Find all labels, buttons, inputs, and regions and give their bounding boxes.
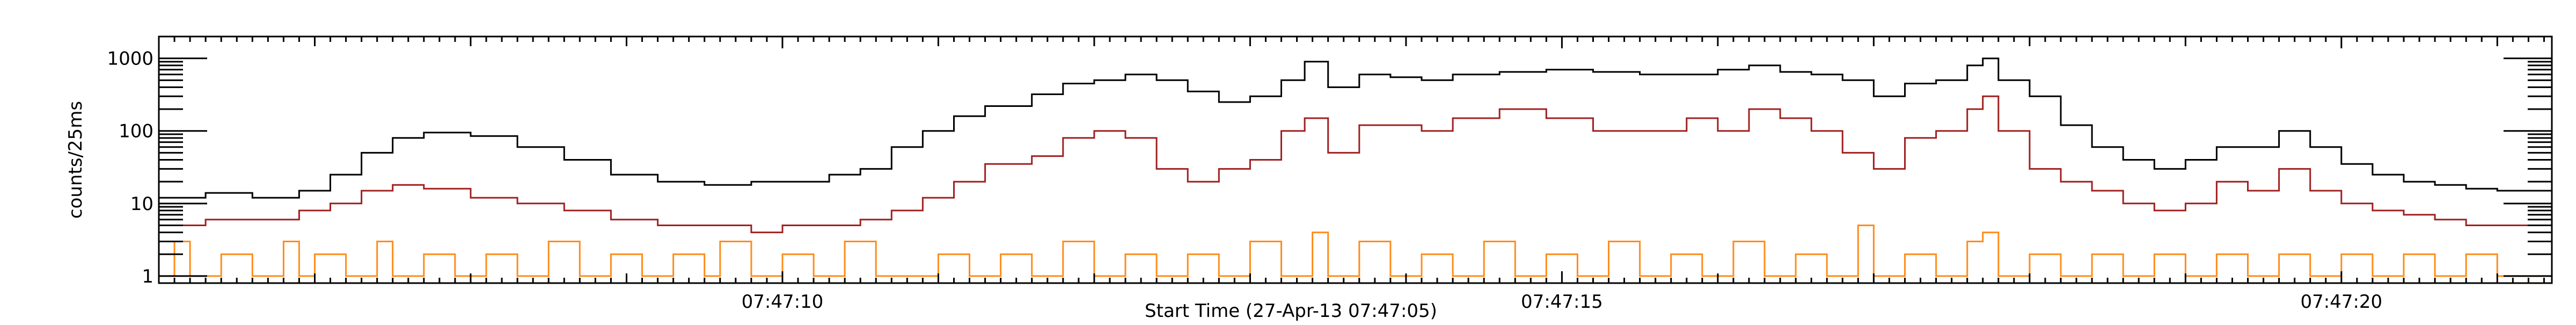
y-tick-label: 1 xyxy=(142,266,153,287)
series-line-2 xyxy=(159,225,2552,277)
y-axis: 1 10 100 1000 xyxy=(107,35,2552,287)
series-line-0 xyxy=(159,57,2552,199)
x-axis-label: Start Time (27-Apr-13 07:47:05) xyxy=(1145,300,1437,322)
x-axis: 07:47:10 07:47:15 07:47:20 xyxy=(158,37,2545,313)
plot-area xyxy=(159,57,2552,277)
series-line-1 xyxy=(159,95,2552,234)
x-tick-label: 07:47:15 xyxy=(1521,291,1603,313)
y-tick-label: 100 xyxy=(119,121,153,142)
y-tick-label: 10 xyxy=(130,193,153,215)
x-tick-label: 07:47:20 xyxy=(2300,291,2382,313)
x-tick-label: 07:47:10 xyxy=(742,291,824,313)
y-tick-label: 1000 xyxy=(107,48,153,70)
y-axis-label: counts/25ms xyxy=(65,101,86,219)
